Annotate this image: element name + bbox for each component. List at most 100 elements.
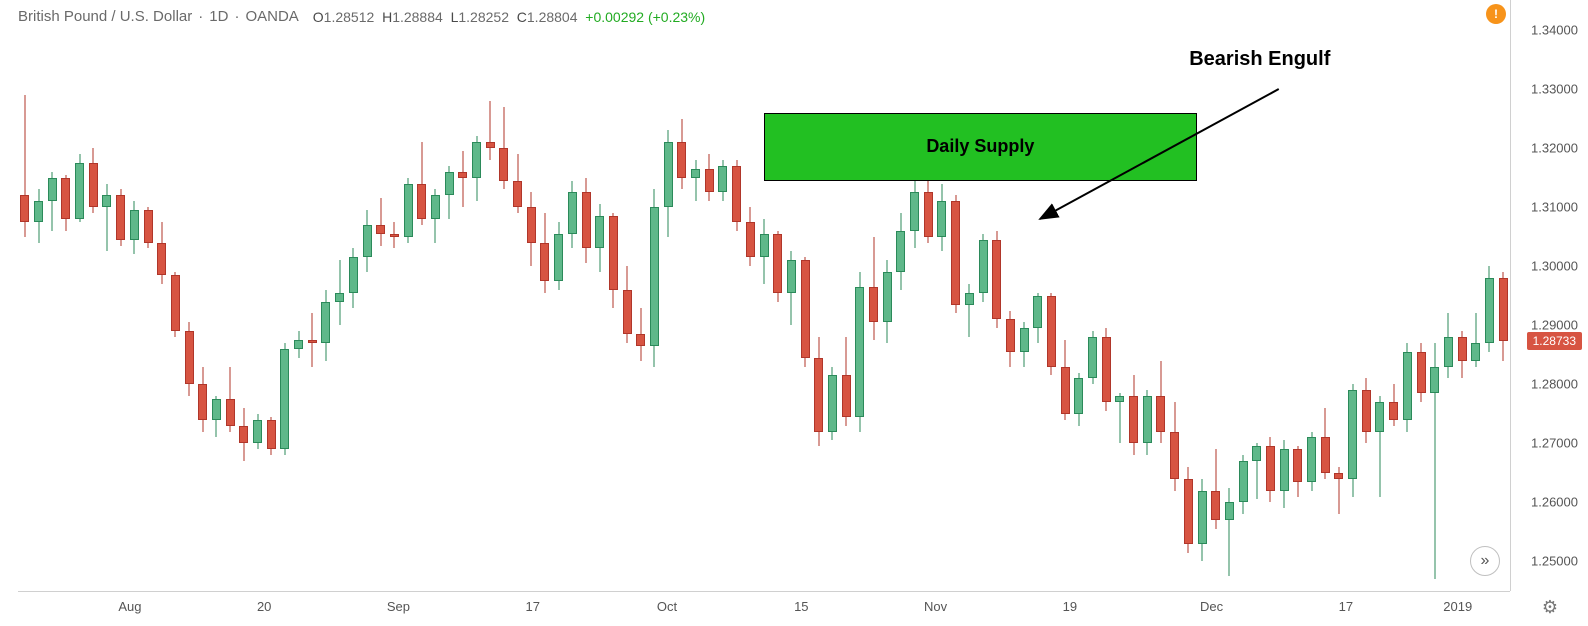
candle bbox=[1198, 30, 1207, 591]
price-change-pct: (+0.23%) bbox=[648, 9, 705, 25]
candle bbox=[349, 30, 358, 591]
candle bbox=[499, 30, 508, 591]
y-tick: 1.31000 bbox=[1531, 200, 1578, 215]
candle bbox=[746, 30, 755, 591]
y-tick: 1.26000 bbox=[1531, 495, 1578, 510]
candle bbox=[609, 30, 618, 591]
candle bbox=[294, 30, 303, 591]
candle bbox=[1266, 30, 1275, 591]
candle bbox=[75, 30, 84, 591]
candle bbox=[34, 30, 43, 591]
candle bbox=[664, 30, 673, 591]
candle bbox=[718, 30, 727, 591]
chart-plot-area[interactable]: Daily Supply Bearish Engulf bbox=[18, 30, 1510, 591]
candle bbox=[650, 30, 659, 591]
candle bbox=[212, 30, 221, 591]
candle bbox=[1430, 30, 1439, 591]
x-tick: 20 bbox=[257, 599, 271, 614]
candle bbox=[595, 30, 604, 591]
candle bbox=[280, 30, 289, 591]
candle bbox=[1375, 30, 1384, 591]
x-tick: Dec bbox=[1200, 599, 1223, 614]
candle bbox=[1239, 30, 1248, 591]
candle bbox=[363, 30, 372, 591]
candle bbox=[226, 30, 235, 591]
candle bbox=[568, 30, 577, 591]
y-tick: 1.28000 bbox=[1531, 377, 1578, 392]
chart-header: British Pound / U.S. Dollar · 1D · OANDA… bbox=[18, 8, 705, 25]
candle bbox=[1485, 30, 1494, 591]
candle bbox=[157, 30, 166, 591]
candle bbox=[185, 30, 194, 591]
x-tick: 17 bbox=[1339, 599, 1353, 614]
candle bbox=[390, 30, 399, 591]
settings-icon[interactable]: ⚙ bbox=[1542, 597, 1558, 618]
x-tick: 2019 bbox=[1443, 599, 1472, 614]
chart-timeframe: 1D bbox=[209, 8, 228, 25]
candle bbox=[116, 30, 125, 591]
candle bbox=[1225, 30, 1234, 591]
y-tick: 1.32000 bbox=[1531, 141, 1578, 156]
candle bbox=[677, 30, 686, 591]
candle bbox=[171, 30, 180, 591]
candle bbox=[1458, 30, 1467, 591]
candle bbox=[1334, 30, 1343, 591]
chart-container: British Pound / U.S. Dollar · 1D · OANDA… bbox=[0, 0, 1588, 626]
candle bbox=[376, 30, 385, 591]
candle bbox=[1211, 30, 1220, 591]
ohlc-block: O1.28512 H1.28884 L1.28252 C1.28804 +0.0… bbox=[313, 9, 705, 25]
price-change: +0.00292 bbox=[585, 9, 644, 25]
candle bbox=[1471, 30, 1480, 591]
chart-symbol: British Pound / U.S. Dollar bbox=[18, 8, 192, 25]
candle bbox=[1403, 30, 1412, 591]
time-axis: Aug20Sep17Oct15Nov19Dec172019 bbox=[18, 591, 1510, 626]
scroll-right-button[interactable]: » bbox=[1470, 546, 1500, 576]
candle bbox=[321, 30, 330, 591]
candle bbox=[705, 30, 714, 591]
candle bbox=[308, 30, 317, 591]
alert-icon[interactable]: ! bbox=[1486, 4, 1506, 24]
bearish-engulf-label: Bearish Engulf bbox=[1189, 48, 1330, 71]
candle bbox=[1389, 30, 1398, 591]
candle bbox=[540, 30, 549, 591]
candle bbox=[486, 30, 495, 591]
y-tick: 1.34000 bbox=[1531, 23, 1578, 38]
y-tick: 1.29000 bbox=[1531, 318, 1578, 333]
candle bbox=[239, 30, 248, 591]
candle bbox=[130, 30, 139, 591]
supply-zone-label: Daily Supply bbox=[926, 136, 1034, 157]
y-tick: 1.33000 bbox=[1531, 82, 1578, 97]
candle bbox=[144, 30, 153, 591]
y-tick: 1.27000 bbox=[1531, 436, 1578, 451]
candle bbox=[513, 30, 522, 591]
candle bbox=[404, 30, 413, 591]
x-tick: 15 bbox=[794, 599, 808, 614]
candle bbox=[20, 30, 29, 591]
candle bbox=[61, 30, 70, 591]
candle bbox=[1280, 30, 1289, 591]
candle bbox=[636, 30, 645, 591]
x-tick: 19 bbox=[1063, 599, 1077, 614]
y-tick: 1.30000 bbox=[1531, 259, 1578, 274]
candle bbox=[198, 30, 207, 591]
supply-zone-box: Daily Supply bbox=[764, 113, 1197, 181]
candle bbox=[732, 30, 741, 591]
candle bbox=[1417, 30, 1426, 591]
candle bbox=[623, 30, 632, 591]
candle bbox=[335, 30, 344, 591]
x-tick: 17 bbox=[526, 599, 540, 614]
candle bbox=[48, 30, 57, 591]
chart-provider: OANDA bbox=[245, 8, 298, 25]
candle bbox=[458, 30, 467, 591]
candle bbox=[445, 30, 454, 591]
candle bbox=[102, 30, 111, 591]
x-tick: Oct bbox=[657, 599, 677, 614]
candle bbox=[1252, 30, 1261, 591]
candle bbox=[527, 30, 536, 591]
candle bbox=[1499, 30, 1508, 591]
x-tick: Sep bbox=[387, 599, 410, 614]
candle bbox=[1321, 30, 1330, 591]
x-tick: Aug bbox=[118, 599, 141, 614]
candle bbox=[1362, 30, 1371, 591]
y-tick: 1.25000 bbox=[1531, 554, 1578, 569]
